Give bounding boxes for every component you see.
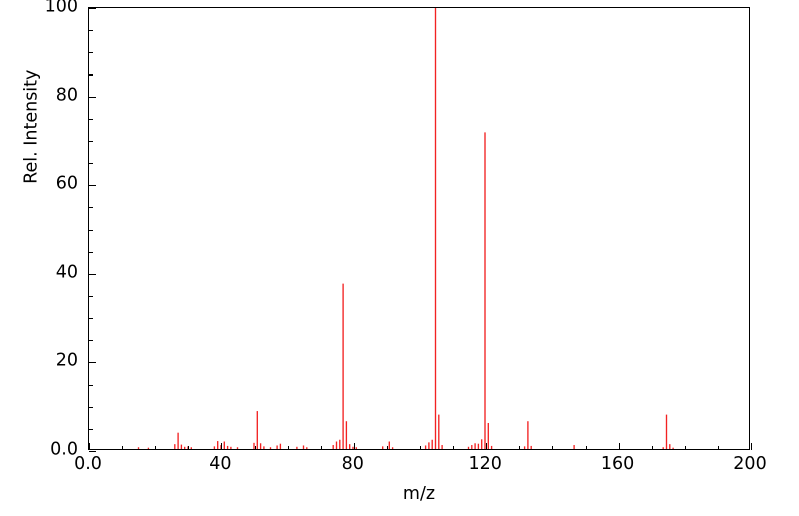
y-axis-minor-tick [88,340,93,342]
y-axis-major-tick [88,273,96,275]
y-axis-minor-tick [88,384,93,386]
y-tick-label: 0.0 [50,439,78,460]
y-axis-minor-tick [88,74,93,76]
y-axis-minor-tick [88,229,93,231]
plot-area [88,7,753,453]
x-axis-major-tick [486,442,488,450]
spectrum-peaks [137,8,674,449]
y-axis-tick-labels: 0.0 20 40 60 80 100 [0,0,78,516]
y-axis-minor-tick [88,30,93,32]
x-axis-minor-tick [717,445,719,450]
x-axis-minor-tick [585,445,587,450]
x-axis-minor-tick [122,445,124,450]
x-tick-label: 120 [468,454,502,474]
y-axis-minor-tick [88,406,93,408]
y-axis-title: Rel. Intensity [21,69,42,184]
x-axis-minor-tick [453,445,455,450]
x-axis-major-tick [353,442,355,450]
y-axis-minor-tick [88,163,93,165]
x-axis-minor-tick [651,445,653,450]
x-axis-minor-tick [188,445,190,450]
y-axis-major-tick [88,185,96,187]
y-axis-major-tick [88,8,96,10]
x-axis-major-tick [89,442,91,450]
x-axis-major-tick [221,442,223,450]
y-axis-minor-tick [88,140,93,142]
x-axis-minor-tick [386,445,388,450]
x-axis-minor-tick [684,445,686,450]
x-tick-label: 40 [209,454,232,474]
x-axis-minor-tick [155,445,157,450]
x-tick-label: 160 [600,454,635,474]
x-axis-major-tick [751,442,753,450]
x-axis-title: m/z [402,484,436,504]
x-axis-minor-tick [420,445,422,450]
y-axis-minor-tick [88,428,93,430]
y-axis-major-tick [88,96,96,98]
x-axis-minor-tick [552,445,554,450]
y-tick-label: 40 [55,262,78,283]
y-tick-label: 80 [55,84,78,105]
y-axis-major-tick [88,362,96,364]
x-axis-minor-tick [287,445,289,450]
x-axis-major-tick [618,442,620,450]
y-tick-label: 20 [55,350,78,371]
y-tick-label: 100 [44,0,78,17]
x-axis-minor-tick [254,445,256,450]
y-axis-minor-tick [88,207,93,209]
y-tick-label: 60 [55,173,78,194]
y-axis-minor-tick [88,318,93,320]
y-axis-minor-tick [88,118,93,120]
x-tick-label: 0.0 [74,454,102,474]
x-tick-label: 80 [341,454,364,474]
y-axis-minor-tick [88,295,93,298]
x-axis-minor-tick [519,445,521,450]
y-axis-minor-tick [88,52,93,54]
x-tick-label: 200 [733,454,767,474]
y-axis-minor-tick [88,251,93,253]
y-axis-major-tick [88,451,96,453]
x-axis-minor-tick [320,445,322,450]
